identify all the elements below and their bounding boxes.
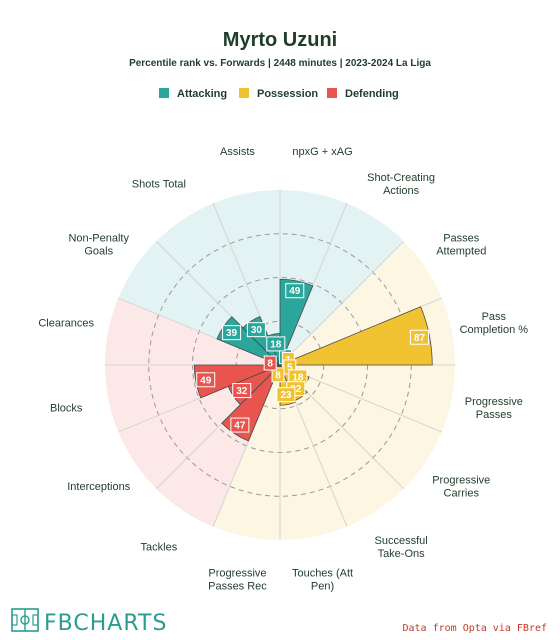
chart-subtitle: Percentile rank vs. Forwards | 2448 minu… [129, 58, 431, 69]
category-label: Touches (Att Pen) [292, 567, 353, 592]
value-label-text: 5 [287, 362, 293, 373]
bar [279, 278, 314, 366]
legend-label: Possession [257, 88, 318, 100]
category-label: Pass Completion % [460, 311, 529, 336]
value-label: 87 [410, 329, 430, 345]
category-label: Blocks [50, 403, 83, 415]
value-label: 47 [230, 417, 250, 433]
value-label-box [271, 367, 285, 383]
legend-swatch [327, 88, 337, 98]
value-label-text: 49 [200, 375, 212, 386]
value-label-box [232, 383, 252, 399]
legend-label: Defending [345, 88, 399, 100]
value-label: 8 [271, 367, 285, 383]
category-label: Progressive Passes Rec [208, 567, 267, 592]
category-label: Shot-Creating Actions [367, 172, 435, 197]
legend-swatch [239, 88, 249, 98]
bar [279, 306, 433, 366]
value-label-text: 30 [251, 325, 263, 336]
value-labels: 496187518222384732498393018 [196, 283, 430, 433]
value-label: 39 [222, 325, 242, 341]
category-label: npxG + xAG [292, 146, 352, 158]
category-label: Tackles [141, 541, 178, 553]
sector-background [280, 365, 442, 489]
value-label: 49 [196, 372, 216, 388]
value-label-box [276, 387, 296, 403]
sector-background [213, 365, 280, 540]
legend-item-attacking: Attacking [159, 88, 227, 100]
category-labels: npxG + xAG Shot-Creating Actions Passes Atte… [38, 146, 528, 592]
category-label: Shots Total [132, 179, 186, 191]
value-label-text: 18 [270, 339, 282, 350]
logo-text: FBCHARTS [44, 611, 167, 636]
sector-background [105, 298, 280, 365]
legend-item-possession: Possession [239, 88, 318, 100]
value-label-text: 18 [292, 372, 304, 383]
value-label-box [246, 322, 266, 338]
grid-spoke [279, 240, 405, 366]
value-label-box [410, 329, 430, 345]
value-label-text: 22 [290, 384, 302, 395]
category-label: Clearances [38, 317, 94, 329]
value-label-text: 8 [267, 359, 273, 370]
value-label-box [263, 355, 277, 371]
pitch-icon [11, 608, 39, 632]
value-label-box [196, 372, 216, 388]
category-label: Assists [220, 146, 255, 158]
category-label: Progressive Passes [465, 396, 523, 421]
value-label: 8 [263, 355, 277, 371]
value-label-text: 49 [289, 286, 301, 297]
fbcharts-logo: FBCHARTS [11, 608, 167, 636]
data-credit: Data from Opta via FBref [403, 623, 548, 634]
value-label-text: 87 [414, 333, 426, 344]
value-label: 18 [266, 336, 286, 352]
value-label-box [285, 283, 305, 299]
value-label: 49 [285, 283, 305, 299]
sector-background [280, 365, 455, 432]
category-label: Successful Take-Ons [375, 535, 428, 560]
chart-title: Myrto Uzuni [223, 29, 337, 51]
value-label: 30 [246, 322, 266, 338]
bar [193, 364, 281, 399]
category-label: Non-Penalty Goals [68, 232, 129, 257]
sector-background [213, 190, 280, 365]
sector-background [280, 241, 442, 365]
value-label-text: 23 [280, 390, 292, 401]
sector-background [280, 365, 347, 540]
value-label-text: 47 [234, 421, 246, 432]
value-label-box [266, 336, 286, 352]
value-label-box [230, 417, 250, 433]
value-label-text: 8 [275, 370, 281, 381]
sector-background [280, 365, 404, 527]
value-label: 32 [232, 383, 252, 399]
category-label: Progressive Carries [432, 475, 490, 500]
legend-item-defending: Defending [327, 88, 399, 100]
category-label: Interceptions [67, 481, 130, 493]
legend: Attacking Possession Defending [159, 88, 399, 100]
legend-swatch [159, 88, 169, 98]
value-label: 23 [276, 387, 296, 403]
category-label: Passes Attempted [436, 232, 486, 257]
sector-background [280, 203, 404, 365]
legend-label: Attacking [177, 88, 227, 100]
value-label-box [222, 325, 242, 341]
value-label-text: 39 [226, 328, 238, 339]
value-label-text: 32 [236, 386, 248, 397]
